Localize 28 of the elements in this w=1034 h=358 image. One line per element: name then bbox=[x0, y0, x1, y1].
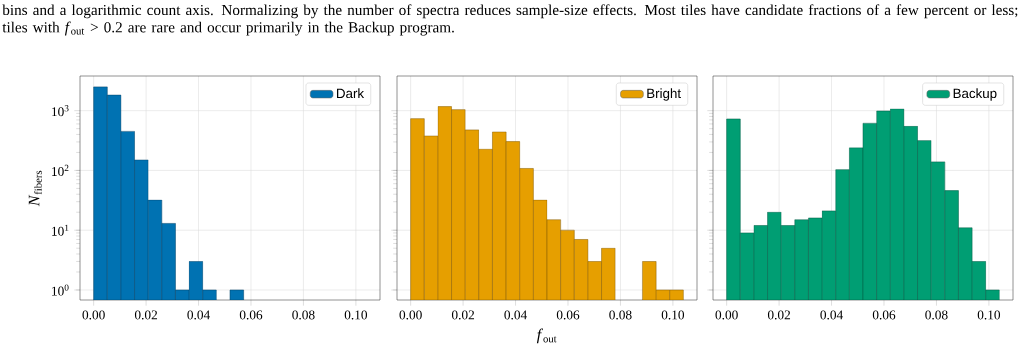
text: bins and a logarithmic count axis. Normalizing by the number of spectra reduces sample-size effects. Most tiles have candidate fractions of a few percent or less; tiles with f$_{out}$ > 0.2 are rare and occur primarily in the Backup program. bbox=[2, 4, 1018, 36]
x-tick-label: 0.00 bbox=[715, 310, 738, 320]
legend-label: Backup bbox=[953, 88, 997, 101]
y-tick-label: 10$^{1}$ bbox=[52, 224, 69, 236]
x-tick-label: 0.06 bbox=[239, 310, 263, 320]
x-tick-label: 0.06 bbox=[872, 310, 896, 320]
x-tick-label: 0.04 bbox=[187, 310, 210, 320]
legend-label: Bright bbox=[647, 88, 681, 101]
x-tick-label: 0.00 bbox=[399, 310, 422, 320]
x-tick-label: 0.04 bbox=[504, 310, 527, 320]
y-tick-label: 10$^{3}$ bbox=[52, 105, 69, 117]
x-tick-label: 0.02 bbox=[451, 310, 475, 320]
x-tick-label: 0.08 bbox=[609, 310, 632, 320]
x-axis-title: f$_{out}$ bbox=[536, 328, 557, 344]
x-tick-label: 0.02 bbox=[767, 310, 791, 320]
x-tick-label: 0.10 bbox=[344, 310, 368, 320]
x-tick-label: 0.06 bbox=[556, 310, 580, 320]
x-tick-label: 0.10 bbox=[661, 310, 685, 320]
y-tick-label: 10$^{0}$ bbox=[52, 284, 69, 296]
x-tick-label: 0.00 bbox=[82, 310, 105, 320]
x-tick-label: 0.10 bbox=[977, 310, 1001, 320]
x-tick-label: 0.08 bbox=[925, 310, 948, 320]
legend-label: Dark bbox=[337, 88, 365, 99]
x-tick-label: 0.02 bbox=[134, 310, 158, 320]
y-axis-title: N$_{fibers}$ bbox=[28, 170, 42, 207]
x-tick-label: 0.08 bbox=[292, 310, 315, 320]
x-tick-label: 0.04 bbox=[820, 310, 843, 320]
y-tick-label: 10$^{2}$ bbox=[52, 164, 69, 177]
